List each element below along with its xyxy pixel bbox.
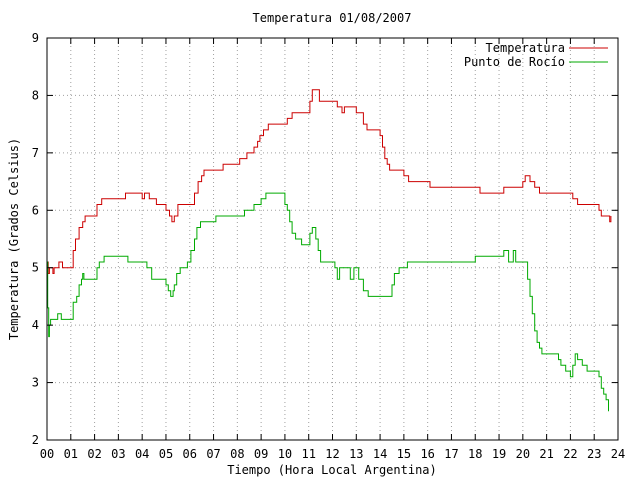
y-tick-label: 4	[32, 318, 39, 332]
y-tick-label: 9	[32, 31, 39, 45]
x-tick-label: 22	[563, 447, 577, 461]
x-tick-label: 11	[301, 447, 315, 461]
x-tick-label: 07	[206, 447, 220, 461]
legend-label-punto-de-rocio: Punto de Rocío	[464, 55, 565, 69]
x-tick-label: 06	[183, 447, 197, 461]
x-tick-label: 14	[373, 447, 387, 461]
x-tick-label: 10	[278, 447, 292, 461]
x-tick-label: 12	[325, 447, 339, 461]
y-tick-label: 7	[32, 146, 39, 160]
x-tick-label: 03	[111, 447, 125, 461]
series-layer	[47, 89, 612, 412]
x-axis-ticks: 00 01 02 03 04 05 06 07 08 09 10 11 12 13 14 15 16 17 18 19…	[40, 38, 625, 461]
x-axis-label: Tiempo (Hora Local Argentina)	[227, 463, 437, 477]
x-tick-label: 01	[64, 447, 78, 461]
x-tick-label: 24	[611, 447, 625, 461]
x-tick-label: 05	[159, 447, 173, 461]
grid	[47, 38, 618, 440]
x-tick-label: 23	[587, 447, 601, 461]
y-tick-label: 3	[32, 376, 39, 390]
chart-title: Temperatura 01/08/2007	[253, 11, 412, 25]
x-tick-label: 04	[135, 447, 149, 461]
series-line-punto-de-rocio	[47, 192, 609, 412]
y-tick-label: 5	[32, 261, 39, 275]
y-tick-label: 8	[32, 88, 39, 102]
x-tick-label: 21	[539, 447, 553, 461]
x-tick-label: 08	[230, 447, 244, 461]
x-tick-label: 18	[468, 447, 482, 461]
y-tick-label: 2	[32, 433, 39, 447]
x-tick-label: 16	[420, 447, 434, 461]
y-axis-label: Temperatura (Grados Celsius)	[7, 138, 21, 340]
x-tick-label: 02	[87, 447, 101, 461]
x-tick-label: 19	[492, 447, 506, 461]
x-tick-label: 09	[254, 447, 268, 461]
x-tick-label: 00	[40, 447, 54, 461]
y-axis-ticks: 2 3 4 5 6 7 8 9	[32, 31, 618, 447]
legend: Temperatura Punto de Rocío	[464, 41, 608, 69]
x-tick-label: 15	[397, 447, 411, 461]
x-tick-label: 13	[349, 447, 363, 461]
y-tick-label: 6	[32, 203, 39, 217]
legend-label-temperatura: Temperatura	[486, 41, 565, 55]
series-line-temperatura	[47, 89, 612, 274]
x-tick-label: 17	[444, 447, 458, 461]
x-tick-label: 20	[516, 447, 530, 461]
